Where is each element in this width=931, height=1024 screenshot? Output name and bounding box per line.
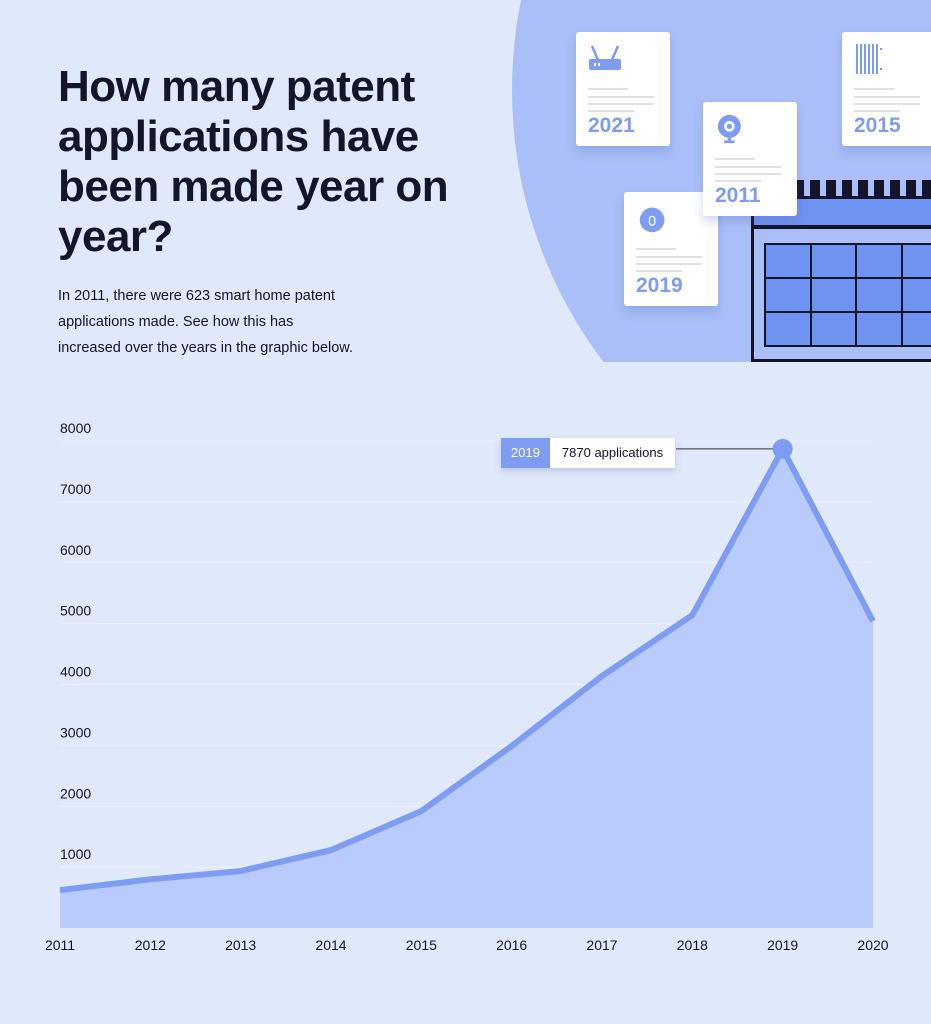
y-tick-label: 7000 — [60, 481, 91, 497]
tooltip-year: 2019 — [501, 438, 550, 468]
card-year: 2019 — [636, 274, 683, 297]
area-chart: 1000 2000 3000 4000 5000 6000 7000 8000 2011 2012… — [45, 420, 889, 953]
card-year: 2011 — [715, 184, 761, 207]
series-line — [59, 442, 876, 894]
x-tick-label: 2020 — [857, 937, 888, 953]
radiator-icon — [856, 44, 882, 74]
y-tick-label: 4000 — [60, 664, 91, 680]
webcam-icon — [717, 114, 741, 144]
area-fill — [60, 448, 873, 928]
x-tick-label: 2015 — [406, 937, 437, 953]
calendar-icon — [751, 196, 931, 362]
calendar-rings — [794, 180, 931, 200]
router-icon — [589, 45, 621, 70]
card-2019: 2019 — [624, 192, 718, 306]
x-tick-label: 2013 — [225, 937, 256, 953]
y-tick-label: 6000 — [60, 542, 91, 558]
x-tick-label: 2017 — [586, 937, 617, 953]
robot-vacuum-icon — [639, 206, 665, 233]
card-2015: 2015 — [842, 32, 931, 146]
y-tick-label: 3000 — [60, 724, 91, 740]
x-tick-label: 2014 — [315, 937, 346, 953]
x-tick-label: 2011 — [45, 937, 75, 953]
y-tick-label: 2000 — [60, 785, 91, 801]
x-tick-label: 2012 — [135, 937, 166, 953]
page-title: How many patent applications have been m… — [58, 62, 449, 261]
x-tick-label: 2019 — [767, 937, 798, 953]
data-point — [772, 438, 793, 459]
y-tick-label: 8000 — [60, 420, 91, 436]
card-year: 2021 — [588, 114, 635, 137]
tooltip-value: 7870 applications — [549, 438, 676, 468]
x-tick-label: 2018 — [677, 937, 708, 953]
illustration: 2021 2015 2019 2011 — [510, 0, 931, 362]
card-2011: 2011 — [703, 102, 797, 216]
x-tick-label: 2016 — [496, 937, 527, 953]
card-year: 2015 — [854, 114, 901, 137]
peak-tooltip: 2019 7870 applications — [501, 438, 676, 468]
y-tick-label: 5000 — [60, 603, 91, 619]
card-2021: 2021 — [576, 32, 670, 146]
intro-text: In 2011, there were 623 smart home paten… — [58, 288, 354, 356]
y-tick-label: 1000 — [60, 846, 91, 862]
